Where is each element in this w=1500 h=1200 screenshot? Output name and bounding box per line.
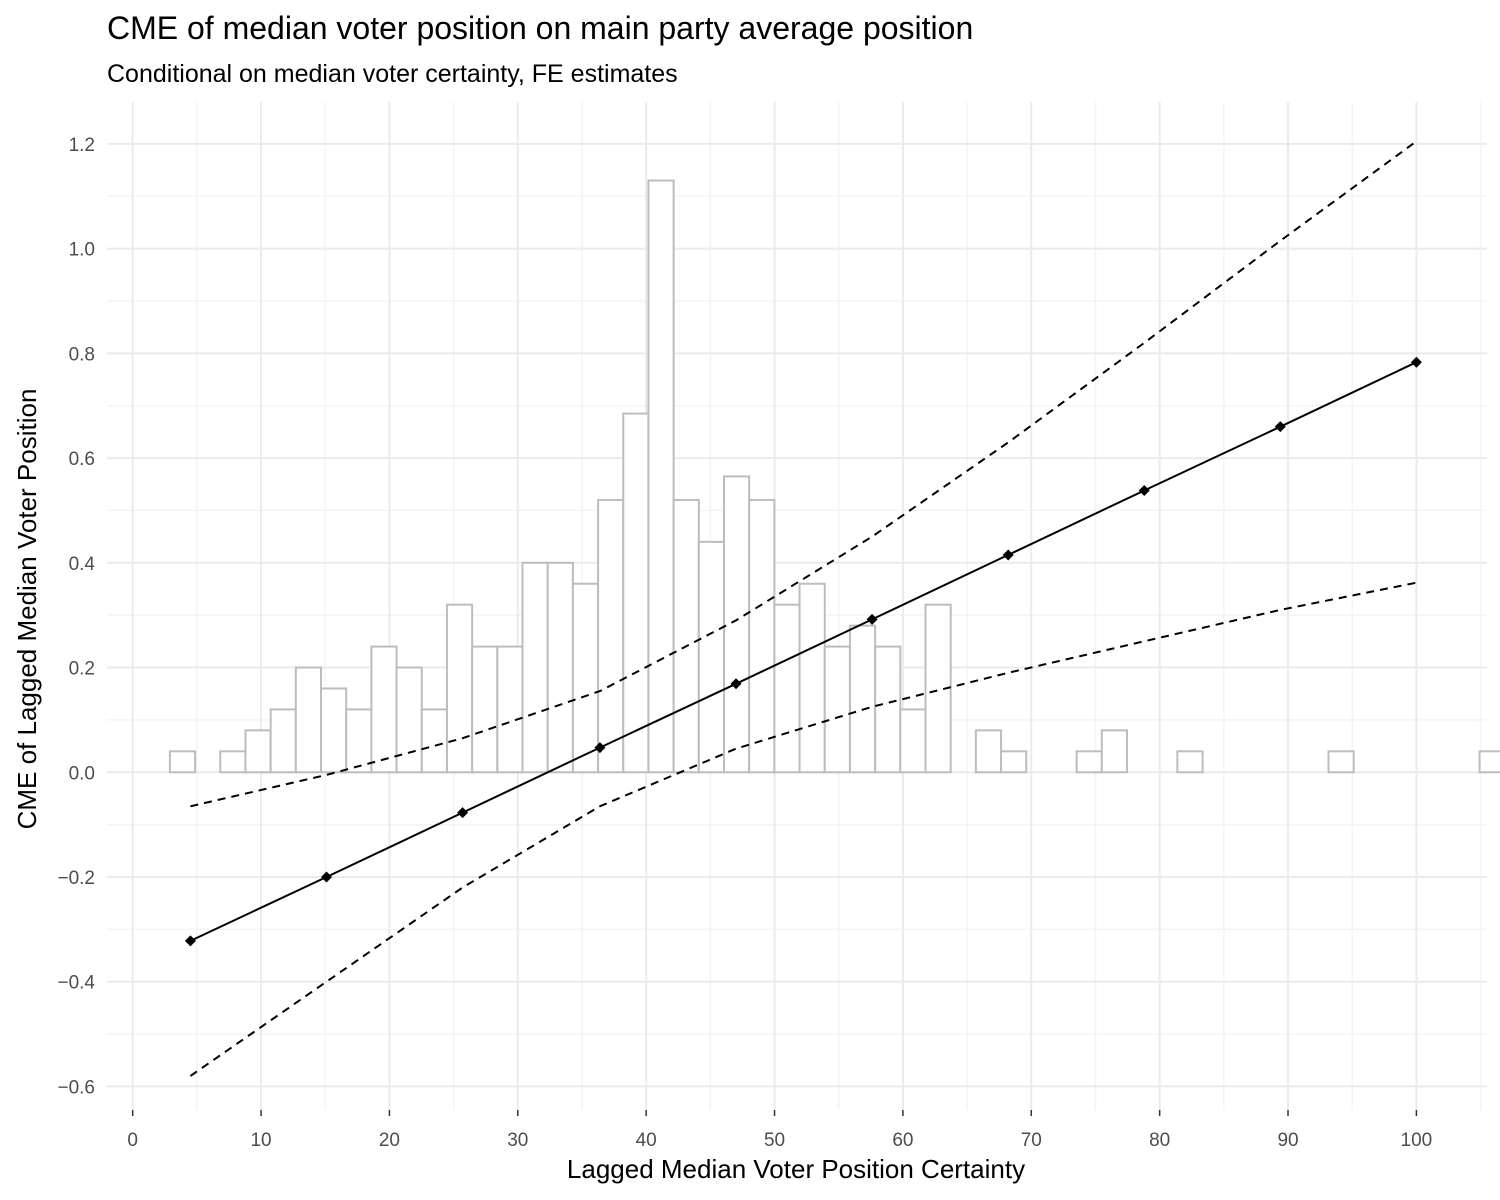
x-tick-label: 10	[250, 1130, 271, 1151]
histogram-bar	[1075, 750, 1103, 774]
x-tick-label: 100	[1401, 1130, 1433, 1151]
cme-line	[189, 361, 1417, 942]
series-lines	[189, 140, 1417, 1077]
x-tick-label: 80	[1149, 1130, 1170, 1151]
cme-point	[866, 613, 878, 625]
x-tick-label: 50	[764, 1130, 785, 1151]
histogram-bar	[244, 729, 272, 774]
y-tick-label: −0.2	[57, 868, 95, 889]
histogram-bar	[1327, 750, 1355, 774]
histogram-bar	[521, 561, 549, 774]
x-tick-label: 0	[127, 1130, 138, 1151]
x-tick-label: 60	[892, 1130, 913, 1151]
chart-title: CME of median voter position on main par…	[107, 10, 974, 46]
x-tick-label: 70	[1021, 1130, 1042, 1151]
y-tick-label: 0.6	[69, 449, 95, 470]
histogram-bar	[723, 475, 751, 774]
y-axis-title: CME of Lagged Median Voter Position	[12, 389, 42, 830]
histogram-bar	[848, 624, 877, 774]
histogram-bar	[798, 582, 826, 774]
histogram-bar	[974, 729, 1003, 774]
x-tick-label: 90	[1277, 1130, 1298, 1151]
cme-point	[1138, 485, 1150, 497]
histogram-bar	[471, 645, 499, 774]
histogram-bar	[320, 687, 348, 774]
histogram-bar	[597, 498, 625, 774]
chart-subtitle: Conditional on median voter certainty, F…	[107, 60, 678, 88]
cme-point	[457, 807, 469, 819]
x-axis-title: Lagged Median Voter Position Certainty	[567, 1154, 1025, 1184]
histogram-bar	[395, 666, 423, 774]
y-tick-label: 0.4	[69, 554, 96, 575]
histogram-bar	[420, 708, 448, 774]
y-tick-label: 0.2	[69, 659, 95, 680]
histogram-bar	[1478, 750, 1500, 774]
histogram-bar	[496, 645, 524, 774]
histogram-bar	[1100, 729, 1128, 774]
x-tick-label: 30	[507, 1130, 528, 1151]
y-tick-label: 1.0	[69, 240, 95, 261]
cme-point	[1002, 549, 1014, 561]
y-tick-label: 1.2	[69, 135, 95, 156]
histogram-bar	[899, 708, 927, 774]
cme-point	[594, 742, 606, 754]
histogram	[168, 179, 1500, 774]
histogram-bar	[1000, 750, 1028, 774]
histogram-bar	[571, 582, 600, 774]
y-axis-ticks: −0.6 −0.4 −0.2 0.0 0.2 0.4 0.6 0.8 1.0 1.2	[57, 135, 95, 1099]
histogram-bar	[546, 561, 574, 774]
histogram-bar	[874, 645, 902, 774]
histogram-bar	[445, 603, 474, 774]
confidence-bound-line	[190, 140, 1417, 808]
x-tick-label: 20	[379, 1130, 400, 1151]
cme-point	[321, 871, 333, 883]
y-tick-label: −0.6	[57, 1077, 95, 1098]
cme-point	[1274, 421, 1286, 433]
x-axis-ticks: 0 10 20 30 40 50 60 70 80 90 100	[127, 1110, 1432, 1151]
histogram-bar	[370, 645, 398, 774]
histogram-bar	[168, 750, 197, 774]
histogram-bar	[269, 708, 297, 774]
histogram-bar	[672, 498, 700, 774]
cme-point	[1410, 356, 1422, 368]
y-tick-label: 0.0	[69, 763, 95, 784]
y-tick-label: 0.8	[69, 344, 95, 365]
histogram-bar	[294, 666, 323, 774]
histogram-bar	[697, 540, 726, 774]
histogram-bar	[748, 498, 776, 774]
series-markers	[184, 356, 1422, 947]
x-tick-label: 40	[636, 1130, 657, 1151]
y-tick-label: −0.4	[57, 973, 95, 994]
histogram-bar	[1176, 750, 1204, 774]
histogram-bar	[219, 750, 247, 774]
cme-point	[730, 678, 742, 690]
histogram-bar	[622, 412, 650, 774]
histogram-bar	[647, 179, 675, 774]
cme-point	[184, 935, 196, 947]
histogram-bar	[823, 645, 851, 774]
histogram-bar	[773, 603, 801, 774]
